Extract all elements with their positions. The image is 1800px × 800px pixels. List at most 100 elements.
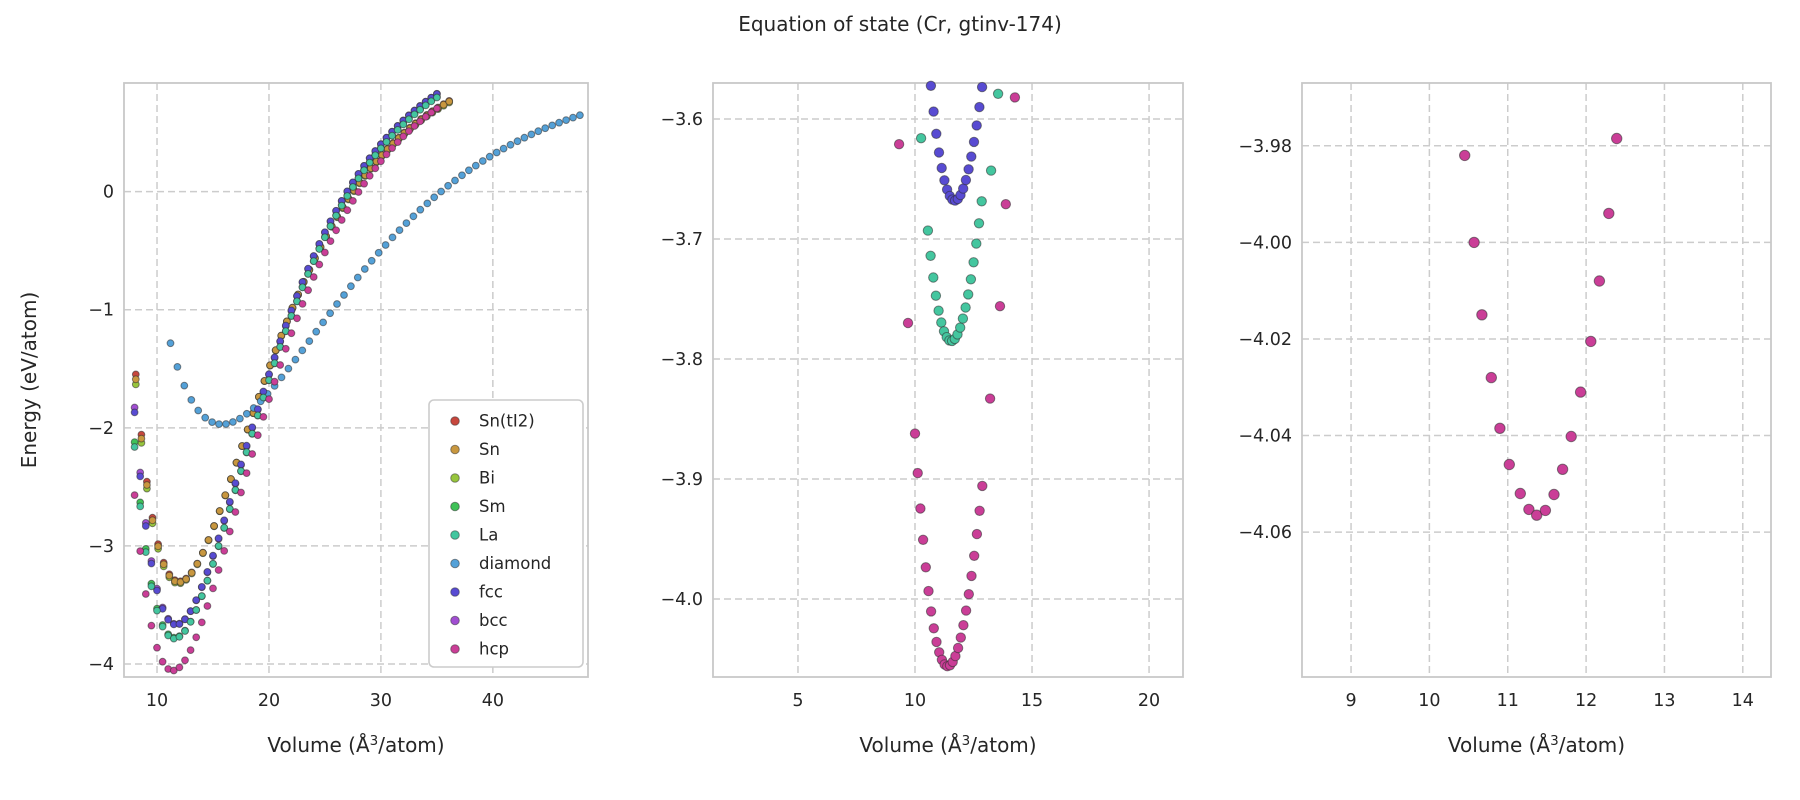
data-point-fcc — [248, 423, 257, 432]
data-point-diamond — [242, 409, 251, 418]
data-point-diamond — [485, 152, 494, 161]
data-point-diamond — [326, 309, 335, 318]
data-point-diamond — [291, 355, 300, 364]
data-point-La — [130, 443, 139, 451]
data-point-fcc — [963, 164, 974, 175]
data-point-hcp — [1585, 335, 1597, 348]
data-point-hcp — [147, 621, 156, 630]
x-tick-label: 30 — [370, 691, 392, 711]
data-point-hcp — [253, 431, 262, 440]
data-point-Sn — [148, 516, 157, 525]
data-point-La — [928, 272, 939, 283]
subplot-zoom-hcp: 9 10 11 12 13 14 −3.98 −4.00 −4.02 −4.04 −4.06 Volu… — [1238, 82, 1772, 757]
data-point-diamond — [451, 176, 459, 185]
series-hcp — [130, 104, 441, 675]
data-point-diamond — [180, 381, 189, 390]
data-point-fcc — [175, 620, 184, 628]
data-point-fcc — [192, 596, 201, 604]
data-point-Sn — [210, 522, 219, 530]
data-point-Sn — [154, 542, 163, 551]
data-point-Sn — [131, 375, 140, 384]
data-point-hcp — [265, 395, 273, 404]
data-point-hcp — [1503, 458, 1516, 471]
data-point-Sn — [165, 571, 174, 580]
data-point-La — [915, 133, 927, 144]
data-point-diamond — [166, 339, 175, 348]
data-point-La — [203, 576, 212, 585]
data-point-diamond — [527, 130, 536, 139]
data-point-fcc — [933, 147, 945, 158]
chart-title: Equation of state (Cr, gtinv-174) — [738, 12, 1062, 36]
data-point-hcp — [427, 108, 436, 117]
series-fcc — [130, 90, 441, 629]
data-point-hcp — [1539, 504, 1552, 517]
data-point-fcc — [225, 497, 234, 506]
data-point-hcp — [1494, 422, 1506, 434]
data-point-hcp — [231, 508, 240, 516]
data-point-fcc — [130, 408, 139, 417]
legend-marker-Sn(tI2) — [450, 416, 460, 426]
legend-label: Sn(tI2) — [479, 412, 535, 431]
x-tick-label: 10 — [146, 691, 168, 711]
data-point-hcp — [326, 237, 335, 246]
legend-label: fcc — [479, 583, 503, 602]
data-point-hcp — [955, 632, 966, 643]
data-point-La — [957, 313, 969, 324]
y-tick-label: −3.7 — [661, 230, 704, 250]
data-point-hcp — [909, 428, 921, 439]
data-point-fcc — [971, 120, 982, 131]
data-point-La — [936, 317, 947, 328]
x-tick-label: 20 — [1138, 691, 1160, 711]
data-point-hcp — [158, 657, 167, 666]
data-point-hcp — [136, 547, 145, 555]
y-tick-label: −4.04 — [1238, 427, 1292, 447]
legend-label: Bi — [479, 469, 495, 488]
axes-frame — [123, 82, 589, 678]
data-point-La — [186, 617, 195, 626]
x-tick-label: 10 — [904, 691, 926, 711]
data-point-fcc — [242, 441, 251, 450]
data-point-La — [382, 138, 391, 146]
x-tick-label: 11 — [1497, 691, 1519, 711]
data-point-La — [365, 158, 374, 167]
data-point-diamond — [465, 166, 473, 175]
data-point-hcp — [393, 138, 402, 147]
data-point-diamond — [492, 148, 501, 157]
data-point-hcp — [298, 300, 307, 308]
data-point-fcc — [197, 583, 206, 591]
data-point-La — [354, 174, 363, 183]
data-point-hcp — [365, 171, 374, 180]
data-point-La — [976, 196, 987, 207]
data-point-hcp — [130, 491, 139, 500]
data-point-Sn — [193, 559, 202, 568]
data-point-hcp — [181, 656, 189, 665]
y-tick-label: −3.8 — [661, 350, 704, 370]
data-point-diamond — [437, 187, 446, 196]
series-fcc — [925, 80, 988, 206]
data-point-diamond — [360, 265, 369, 273]
data-point-Sn — [445, 97, 454, 106]
data-point-diamond — [395, 226, 404, 235]
data-point-fcc — [939, 175, 950, 186]
data-point-diamond — [555, 118, 563, 127]
data-point-La — [175, 632, 184, 641]
data-point-hcp — [371, 164, 380, 173]
x-axis-label: Volume (Å3/atom) — [267, 733, 444, 757]
series-Sn(tI2) — [131, 97, 454, 586]
data-point-La — [960, 302, 971, 313]
x-tick-label: 40 — [482, 691, 504, 711]
data-point-La — [405, 115, 413, 124]
data-point-hcp — [1485, 371, 1498, 384]
y-tick-label: −4 — [88, 655, 114, 675]
series-La — [130, 93, 441, 643]
data-point-La — [922, 225, 934, 236]
y-tick-label: −1 — [88, 301, 114, 321]
x-tick-label: 9 — [1345, 691, 1356, 711]
data-point-La — [158, 622, 167, 631]
data-point-diamond — [562, 116, 570, 124]
data-point-diamond — [520, 133, 529, 142]
data-point-La — [136, 502, 145, 511]
series-Sn — [131, 97, 454, 586]
data-point-hcp — [293, 314, 301, 323]
